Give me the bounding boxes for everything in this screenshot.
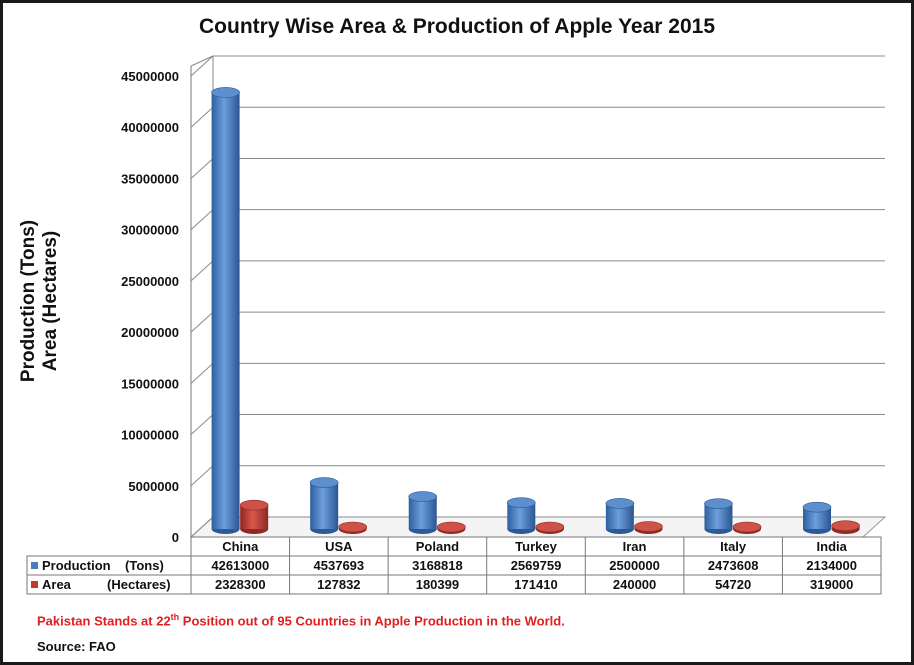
- y-tick-label: 20000000: [121, 325, 179, 340]
- production-bar-poland: [408, 491, 438, 534]
- y-tick-label: 0: [172, 530, 179, 545]
- category-label: Turkey: [515, 539, 557, 554]
- category-label: Poland: [416, 539, 459, 554]
- data-label: 3168818: [412, 558, 463, 573]
- y-tick-label: 5000000: [128, 479, 179, 494]
- area-bar-poland: [437, 521, 466, 534]
- source-note: Source: FAO: [37, 639, 116, 654]
- category-label: Italy: [720, 539, 747, 554]
- production-bar-turkey: [506, 497, 536, 534]
- area-bar-usa: [338, 521, 368, 534]
- data-label: 54720: [715, 577, 751, 592]
- data-label: 2569759: [511, 558, 562, 573]
- footnote: Pakistan Stands at 22th Position out of …: [37, 612, 565, 628]
- area-bar-iran: [634, 521, 663, 534]
- gridline-diagonal: [190, 55, 214, 77]
- gridline-diagonal: [190, 260, 214, 282]
- data-label: 4537693: [314, 558, 365, 573]
- footnote-suffix: Position out of 95 Countries in Apple Pr…: [179, 613, 565, 629]
- gridline-diagonal: [190, 362, 214, 384]
- data-label: 2134000: [806, 558, 857, 573]
- area-bar-turkey: [535, 521, 565, 534]
- area-bar-china: [239, 499, 269, 534]
- area-bar-india: [831, 520, 860, 534]
- gridline-diagonal: [190, 106, 214, 128]
- data-label: 2473608: [708, 558, 759, 573]
- data-label: 180399: [416, 577, 459, 592]
- data-label: 127832: [317, 577, 360, 592]
- data-label: 240000: [613, 577, 656, 592]
- gridline-diagonal: [190, 465, 214, 487]
- gridline-diagonal: [190, 414, 214, 435]
- chart-title: Country Wise Area & Production of Apple …: [199, 15, 715, 38]
- category-label: India: [817, 539, 848, 554]
- y-tick-label: 10000000: [121, 428, 179, 443]
- production-bar-iran: [605, 498, 635, 534]
- production-bar-usa: [309, 477, 339, 534]
- gridline-diagonal: [190, 311, 214, 333]
- area-bar-italy: [732, 521, 762, 534]
- data-label: 319000: [810, 577, 853, 592]
- y-tick-label: 45000000: [121, 69, 179, 84]
- production-bar-india: [802, 501, 832, 534]
- legend-entry: Production (Tons): [42, 558, 164, 573]
- y-tick-label: 35000000: [121, 171, 179, 186]
- data-label: 171410: [514, 577, 557, 592]
- legend-entry: Area (Hectares): [42, 577, 171, 592]
- category-label: China: [222, 539, 259, 554]
- footnote-prefix: Pakistan Stands at 22: [37, 613, 171, 629]
- gridline-diagonal: [190, 209, 214, 231]
- data-label: 2500000: [609, 558, 660, 573]
- data-label: 2328300: [215, 577, 266, 592]
- legend-swatch: [31, 581, 38, 588]
- category-label: USA: [325, 539, 353, 554]
- y-tick-label: 25000000: [121, 274, 179, 289]
- footnote-sup: th: [170, 612, 180, 622]
- gridline-diagonal: [190, 158, 214, 179]
- production-bar-italy: [704, 498, 733, 534]
- gridline-diagonal: [190, 516, 214, 538]
- data-label: 42613000: [211, 558, 269, 573]
- side-wall-top: [190, 55, 214, 67]
- category-label: Iran: [623, 539, 647, 554]
- y-tick-label: 40000000: [121, 120, 179, 135]
- production-bar-china: [211, 87, 240, 534]
- chart-plot: 0 5000000 10000000 15000000 20000000 25000000…: [26, 55, 887, 595]
- y-tick-label: 15000000: [121, 376, 179, 391]
- y-tick-label: 30000000: [121, 223, 179, 238]
- legend-swatch: [31, 562, 38, 569]
